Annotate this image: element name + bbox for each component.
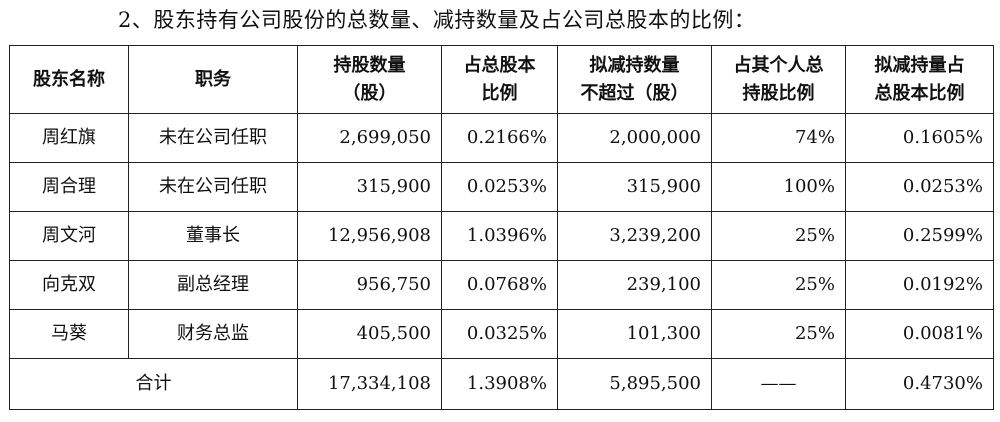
shareholding-reduction-table: 股东名称 职务 持股数量 （股） 占总股本 比例 拟减持数量 不超过（股） 占其… [9,45,994,410]
header-shares-held: 持股数量 （股） [297,45,442,114]
header-line: 持股比例 [742,82,815,104]
shareholder-name: 向克双 [9,260,129,310]
planned-reduction: 239,100 [557,260,712,310]
shareholder-name: 马葵 [9,309,129,359]
total-shares-held: 17,334,108 [297,358,442,410]
shares-held: 2,699,050 [297,113,442,163]
header-position: 职务 [128,45,298,114]
table-row: 周合理 未在公司任职 315,900 0.0253% 315,900 100% … [9,162,994,212]
shareholder-name: 周文河 [9,211,129,261]
total-row: 合计 17,334,108 1.3908% 5,895,500 —— 0.473… [9,358,994,410]
header-reduction-pct-total: 拟减持量占 总股本比例 [845,45,994,114]
pct-total-capital: 0.2166% [441,113,558,163]
shareholder-name: 周红旗 [9,113,129,163]
header-line: 总股本比例 [874,82,965,104]
pct-personal-holdings: 25% [711,211,846,261]
planned-reduction: 2,000,000 [557,113,712,163]
header-line: 持股数量 [333,54,406,76]
reduction-pct-total: 0.0253% [845,162,994,212]
planned-reduction: 101,300 [557,309,712,359]
position: 财务总监 [128,309,298,359]
header-pct-personal-holdings: 占其个人总 持股比例 [711,45,846,114]
header-line: 占总股本 [463,54,536,76]
pct-personal-holdings: 74% [711,113,846,163]
total-reduction-pct-total: 0.4730% [845,358,994,410]
pct-total-capital: 0.0253% [441,162,558,212]
shareholder-name: 周合理 [9,162,129,212]
pct-total-capital: 0.0325% [441,309,558,359]
table-row: 周文河 董事长 12,956,908 1.0396% 3,239,200 25%… [9,211,994,261]
total-pct-personal-holdings: —— [711,358,846,410]
header-line: 占其个人总 [733,54,824,76]
shares-held: 405,500 [297,309,442,359]
shares-held: 315,900 [297,162,442,212]
planned-reduction: 3,239,200 [557,211,712,261]
header-line: 拟减持量占 [874,54,965,76]
shares-held: 12,956,908 [297,211,442,261]
header-shareholder-name: 股东名称 [9,45,129,114]
pct-total-capital: 1.0396% [441,211,558,261]
shares-held: 956,750 [297,260,442,310]
header-line: 职务 [195,68,231,90]
header-line: 拟减持数量 [589,54,680,76]
header-line: 比例 [481,82,518,104]
header-line: （股） [342,82,397,104]
header-line: 股东名称 [33,68,105,90]
header-line: 不超过（股） [580,82,689,104]
reduction-pct-total: 0.2599% [845,211,994,261]
header-row: 股东名称 职务 持股数量 （股） 占总股本 比例 拟减持数量 不超过（股） 占其… [9,45,994,114]
position: 未在公司任职 [128,162,298,212]
header-pct-total-capital: 占总股本 比例 [441,45,558,114]
position: 未在公司任职 [128,113,298,163]
position: 董事长 [128,211,298,261]
pct-personal-holdings: 25% [711,260,846,310]
reduction-pct-total: 0.1605% [845,113,994,163]
reduction-pct-total: 0.0081% [845,309,994,359]
total-label: 合计 [9,358,298,410]
reduction-pct-total: 0.0192% [845,260,994,310]
position: 副总经理 [128,260,298,310]
total-planned-reduction: 5,895,500 [557,358,712,410]
section-heading: 2、股东持有公司股份的总数量、减持数量及占公司总股本的比例： [118,8,756,32]
table-row: 向克双 副总经理 956,750 0.0768% 239,100 25% 0.0… [9,260,994,310]
header-planned-reduction: 拟减持数量 不超过（股） [557,45,712,114]
total-pct-total-capital: 1.3908% [441,358,558,410]
table-row: 马葵 财务总监 405,500 0.0325% 101,300 25% 0.00… [9,309,994,359]
pct-total-capital: 0.0768% [441,260,558,310]
table-row: 周红旗 未在公司任职 2,699,050 0.2166% 2,000,000 7… [9,113,994,163]
planned-reduction: 315,900 [557,162,712,212]
pct-personal-holdings: 100% [711,162,846,212]
pct-personal-holdings: 25% [711,309,846,359]
